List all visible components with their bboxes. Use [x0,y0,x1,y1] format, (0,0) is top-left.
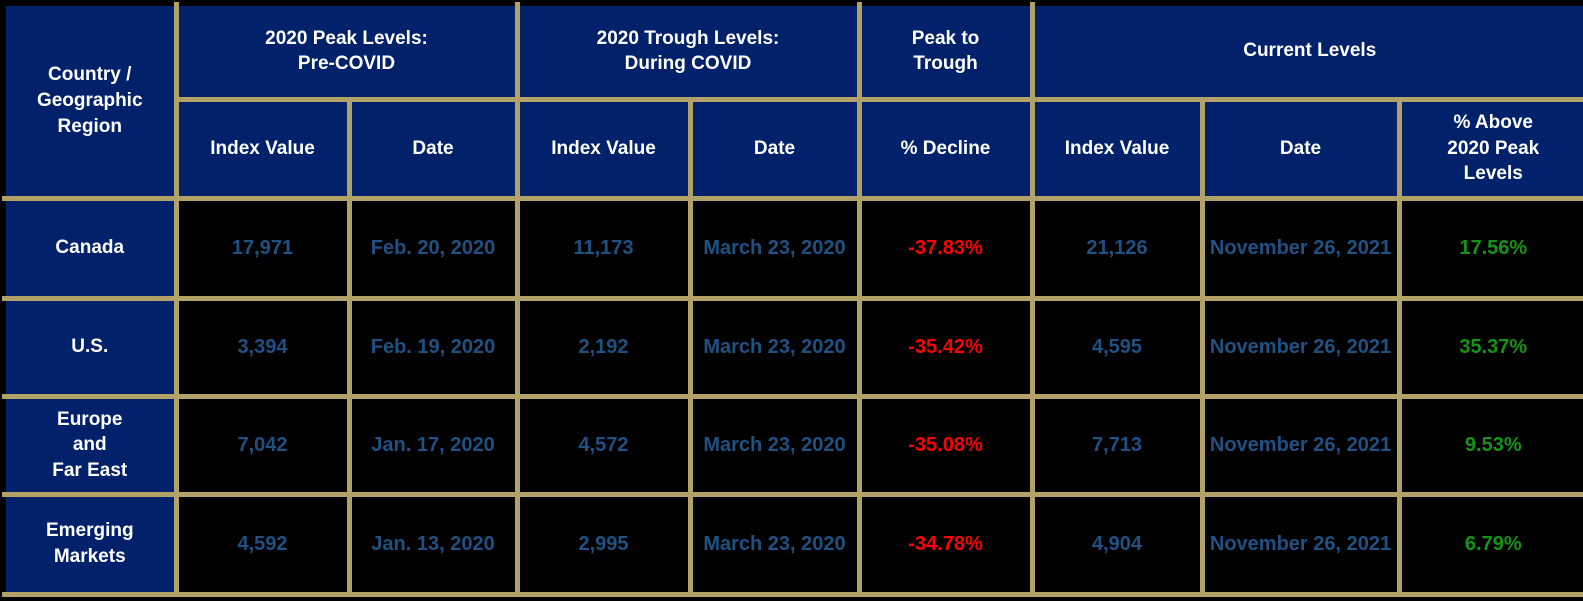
header-current-index-value: Index Value [1029,96,1205,201]
cell-europe-percent-decline: -35.08% [856,393,1035,497]
header-group-2020-trough-levels: 2020 Trough Levels: During COVID [514,2,862,102]
row-canada: Canada 17,971 Feb. 20, 2020 11,173 March… [2,195,1583,301]
cell-us-peak-index-value: 3,394 [173,295,352,399]
cell-emerging-percent-above-peak: 6.79% [1396,491,1583,597]
cell-emerging-peak-index-value: 4,592 [173,491,352,597]
cell-emerging-current-date: November 26, 2021 [1199,491,1402,597]
header-group-current-levels: Current Levels [1029,2,1583,102]
cell-us-current-index-value: 4,595 [1029,295,1205,399]
row-europe-far-east: Europe and Far East 7,042 Jan. 17, 2020 … [2,393,1583,497]
cell-europe-trough-date: March 23, 2020 [687,393,862,497]
header-percent-decline: % Decline [856,96,1035,201]
cell-canada-trough-date: March 23, 2020 [687,195,862,301]
header-peak-date: Date [346,96,520,201]
region-label-canada: Canada [2,195,179,301]
cell-canada-peak-date: Feb. 20, 2020 [346,195,520,301]
region-label-us: U.S. [2,295,179,399]
cell-europe-peak-index-value: 7,042 [173,393,352,497]
cell-canada-percent-decline: -37.83% [856,195,1035,301]
cell-us-current-date: November 26, 2021 [1199,295,1402,399]
cell-europe-current-date: November 26, 2021 [1199,393,1402,497]
cell-canada-peak-index-value: 17,971 [173,195,352,301]
cell-europe-peak-date: Jan. 17, 2020 [346,393,520,497]
row-us: U.S. 3,394 Feb. 19, 2020 2,192 March 23,… [2,295,1583,399]
cell-canada-percent-above-peak: 17.56% [1396,195,1583,301]
cell-us-trough-date: March 23, 2020 [687,295,862,399]
cell-us-peak-date: Feb. 19, 2020 [346,295,520,399]
cell-emerging-percent-decline: -34.78% [856,491,1035,597]
region-label-emerging-markets: Emerging Markets [2,491,179,597]
cell-emerging-trough-index-value: 2,995 [514,491,693,597]
cell-emerging-peak-date: Jan. 13, 2020 [346,491,520,597]
header-group-peak-to-trough: Peak to Trough [856,2,1035,102]
cell-europe-trough-index-value: 4,572 [514,393,693,497]
header-peak-index-value: Index Value [173,96,352,201]
cell-emerging-current-index-value: 4,904 [1029,491,1205,597]
header-country-region: Country / Geographic Region [2,2,179,201]
row-emerging-markets: Emerging Markets 4,592 Jan. 13, 2020 2,9… [2,491,1583,597]
region-label-europe-far-east: Europe and Far East [2,393,179,497]
cell-us-percent-above-peak: 35.37% [1396,295,1583,399]
cell-canada-trough-index-value: 11,173 [514,195,693,301]
header-group-2020-peak-levels: 2020 Peak Levels: Pre-COVID [173,2,520,102]
header-trough-date: Date [687,96,862,201]
header-current-date: Date [1199,96,1402,201]
cell-europe-percent-above-peak: 9.53% [1396,393,1583,497]
cell-canada-current-date: November 26, 2021 [1199,195,1402,301]
header-group-row: Country / Geographic Region 2020 Peak Le… [2,2,1583,201]
header-trough-index-value: Index Value [514,96,693,201]
cell-us-trough-index-value: 2,192 [514,295,693,399]
header-sub-row: Index Value Date Index Value Date % Decl… [4,96,1583,201]
cell-us-percent-decline: -35.42% [856,295,1035,399]
cell-canada-current-index-value: 21,126 [1029,195,1205,301]
cell-europe-current-index-value: 7,713 [1029,393,1205,497]
cell-emerging-trough-date: March 23, 2020 [687,491,862,597]
header-percent-above-peak: % Above 2020 Peak Levels [1396,96,1583,201]
